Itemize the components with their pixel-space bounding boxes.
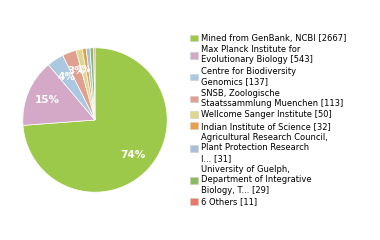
Text: 1%: 1% [76,65,91,74]
Wedge shape [76,49,95,120]
Wedge shape [23,48,167,192]
Wedge shape [63,50,95,120]
Wedge shape [93,48,95,120]
Wedge shape [23,65,95,125]
Wedge shape [48,55,95,120]
Text: 4%: 4% [57,72,75,82]
Legend: Mined from GenBank, NCBI [2667], Max Planck Institute for
Evolutionary Biology [: Mined from GenBank, NCBI [2667], Max Pla… [190,34,346,206]
Text: 3%: 3% [68,66,86,76]
Text: 15%: 15% [35,95,60,105]
Wedge shape [82,48,95,120]
Wedge shape [90,48,95,120]
Text: 74%: 74% [120,150,146,160]
Wedge shape [86,48,95,120]
